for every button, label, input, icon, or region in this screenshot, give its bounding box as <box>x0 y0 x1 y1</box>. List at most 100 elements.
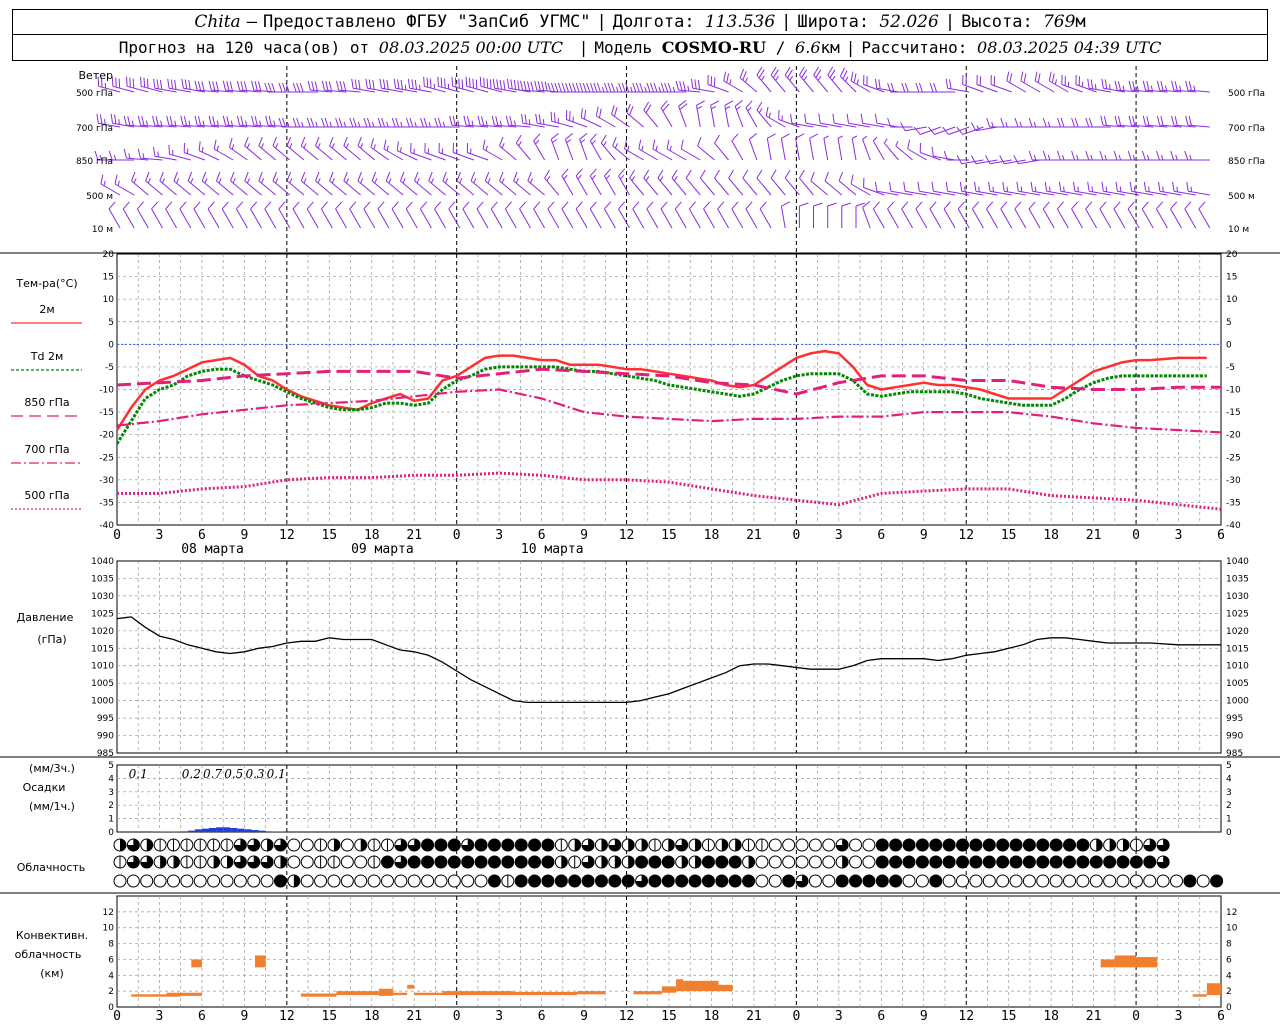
wind-barb <box>564 133 574 161</box>
wind-barb <box>638 139 659 161</box>
wind-barb <box>272 171 291 196</box>
wind-barb <box>292 201 305 229</box>
wind-barb <box>371 171 390 196</box>
wind-barb <box>929 82 956 93</box>
x-tick-label-bottom: 9 <box>580 1009 588 1024</box>
wind-barb <box>208 115 234 128</box>
convective-cloud-bar <box>513 991 577 996</box>
wind-barb <box>377 117 404 128</box>
wind-barb <box>810 171 829 196</box>
cloud-cover-symbol <box>1103 874 1117 888</box>
cloud-cover-symbol <box>1022 838 1036 852</box>
wind-barb <box>153 78 177 93</box>
y-tick-label-left: 1 <box>108 815 114 825</box>
wind-barb <box>1006 71 1027 93</box>
cloud-cover-symbol <box>782 855 796 869</box>
precip-bar <box>265 831 273 832</box>
wind-barb <box>565 109 588 128</box>
cloud-cover-symbol <box>528 874 542 888</box>
wind-barb <box>970 122 998 132</box>
cloud-cover-symbol <box>915 874 929 888</box>
cloud-cover-symbol <box>996 855 1010 869</box>
cloud-cover-symbol-mark <box>127 839 140 852</box>
cloud-cover-symbol <box>942 838 956 852</box>
wind-barb <box>1156 150 1182 161</box>
precip-bar <box>201 828 209 832</box>
wind-barb <box>931 181 956 196</box>
wind-barb <box>827 66 843 93</box>
cloud-cover-symbol <box>835 874 849 888</box>
x-tick-label-bottom: 21 <box>1086 1009 1102 1024</box>
cloud-cover-symbol-mark <box>668 839 675 851</box>
wind-barb <box>874 78 899 93</box>
wind-barb <box>165 201 178 229</box>
wind-barb <box>928 126 956 135</box>
wind-barb <box>795 133 805 161</box>
cloud-cover-symbol <box>1076 874 1090 888</box>
cloud-cover-symbol <box>1183 874 1197 888</box>
wind-barb <box>827 202 837 228</box>
wind-barb <box>986 117 1012 128</box>
x-tick-label-bottom: 0 <box>453 1009 461 1024</box>
precip-bar <box>251 829 259 832</box>
wind-barb <box>181 78 205 93</box>
wind-barb <box>258 136 277 161</box>
convective-cloud-bar <box>393 992 408 996</box>
wind-barb <box>1000 117 1026 128</box>
wind-barb <box>108 150 135 161</box>
cloud-cover-symbol <box>1129 874 1143 888</box>
y-tick-label-right: -25 <box>1226 453 1241 463</box>
wind-barb <box>515 134 531 161</box>
cloud-cover-symbol <box>822 838 836 852</box>
cloud-cover-symbol <box>996 874 1010 888</box>
wind-barb <box>618 168 630 196</box>
wind-barb <box>1099 150 1125 161</box>
cloud-cover-symbol <box>915 855 929 869</box>
wind-barb <box>1014 201 1027 229</box>
cloud-cover-symbol <box>795 855 809 869</box>
cloud-cover-symbol-mark <box>608 839 621 852</box>
cloud-cover-symbol <box>1022 855 1036 869</box>
wind-barb <box>96 113 121 128</box>
temperature-series-line <box>116 388 1222 434</box>
wind-barb <box>1113 150 1140 161</box>
wind-barb <box>363 117 389 128</box>
cloud-cover-symbol <box>661 855 675 869</box>
y-tick-label-right: 3 <box>1226 788 1232 798</box>
x-tick-label: 9 <box>580 528 588 543</box>
wind-barb <box>1128 115 1154 128</box>
cloud-cover-symbol <box>755 855 769 869</box>
y-tick-label-left: 5 <box>108 318 114 328</box>
y-tick-label-right: 10 <box>1226 295 1238 305</box>
x-tick-label: 9 <box>240 528 248 543</box>
wind-barb <box>544 169 560 196</box>
wind-barb <box>589 133 602 161</box>
wind-barb <box>230 171 248 196</box>
wind-barb <box>236 80 262 93</box>
wind-barb <box>1127 201 1140 229</box>
y-tick-label-right: 4 <box>1226 971 1232 981</box>
y-tick-label-right: 1 <box>1226 815 1232 825</box>
convective-cloud-bar <box>166 992 202 996</box>
wind-barb <box>152 115 177 128</box>
wind-barb <box>1185 80 1210 93</box>
cloud-cover-symbol <box>902 855 916 869</box>
wind-barb <box>895 140 913 161</box>
wind-barb <box>201 171 220 196</box>
wind-barb <box>832 113 857 128</box>
cloud-cover-symbol <box>514 855 528 869</box>
cloud-cover-symbol <box>1143 874 1157 888</box>
cloud-cover-symbol <box>447 874 461 888</box>
wind-barb <box>1114 80 1140 93</box>
cloud-cover-symbol <box>1009 874 1023 888</box>
wind-barb <box>874 113 899 128</box>
cloud-cover-symbol <box>300 855 314 869</box>
cloud-cover-symbol-mark <box>675 839 688 852</box>
wind-barb <box>1170 150 1196 161</box>
wind-barb <box>632 201 645 229</box>
cloud-cover-symbol <box>434 855 448 869</box>
wind-barb <box>643 169 659 196</box>
wind-barb <box>251 80 276 93</box>
wind-barb <box>575 201 588 229</box>
cloud-cover-symbol <box>902 838 916 852</box>
